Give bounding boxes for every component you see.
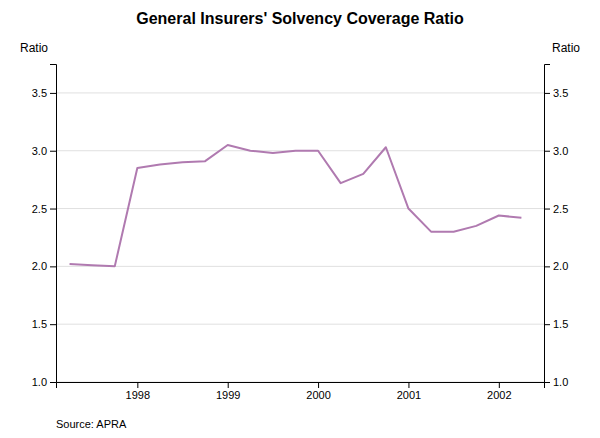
x-axis-tick-label: 1999	[216, 389, 240, 401]
x-axis: 1998 1999 2000 2001 2002	[57, 382, 545, 401]
y-axis-tick-label: 2.0	[32, 260, 47, 272]
chart-title: General Insurers' Solvency Coverage Rati…	[136, 10, 464, 27]
x-axis-line	[57, 383, 545, 389]
plot-area: 199819992000200120021.01.52.02.53.03.51.…	[32, 65, 569, 401]
y2-axis-label: Ratio	[552, 41, 580, 55]
y2-axis-tick-label: 1.5	[553, 318, 568, 330]
y-axis-tick: 3.0	[32, 145, 56, 157]
y2-axis-tick: 2.0	[544, 260, 568, 272]
y2-axis-tick-mark	[544, 324, 550, 325]
y2-axis-tick: 2.5	[544, 203, 568, 215]
y2-axis-tick: 3.0	[544, 145, 568, 157]
y2-axis-tick-label: 3.5	[553, 87, 568, 99]
y2-axis-tick-label: 2.0	[553, 260, 568, 272]
x-axis-tick-mark	[228, 382, 229, 388]
y-axis-label: Ratio	[20, 41, 48, 55]
y-axis-tick-label: 3.5	[32, 87, 47, 99]
data-line	[70, 145, 522, 266]
y-axis-tick: 1.0	[32, 376, 56, 388]
chart-container: 199819992000200120021.01.52.02.53.03.51.…	[0, 0, 600, 438]
x-axis-tick-label: 2002	[487, 389, 511, 401]
grid-line	[56, 324, 544, 325]
y-axis-tick-mark	[50, 209, 56, 210]
y2-axis-tick-mark	[544, 266, 550, 267]
y2-axis-tick-mark	[544, 209, 550, 210]
chart-svg: 199819992000200120021.01.52.02.53.03.51.…	[0, 0, 600, 438]
y2-axis-tick-label: 2.5	[553, 203, 568, 215]
x-axis-tick-mark	[408, 382, 409, 388]
y-axis-tick-label: 1.5	[32, 318, 47, 330]
grid	[56, 93, 544, 382]
x-axis-tick-mark	[318, 382, 319, 388]
y-axis-tick-mark	[50, 93, 56, 94]
y2-axis-tick-mark	[544, 382, 550, 383]
y2-axis-tick-mark	[544, 151, 550, 152]
y2-axis-tick-mark	[544, 93, 550, 94]
x-axis-tick: 2000	[306, 382, 330, 401]
x-axis-tick: 2001	[397, 382, 421, 401]
y-axis-tick-mark	[50, 266, 56, 267]
y2-axis-tick: 3.5	[544, 87, 568, 99]
y2-axis-tick: 1.0	[544, 376, 568, 388]
grid-line	[56, 266, 544, 267]
y-axis: 1.0 1.5 2.0 2.5 3.0 3.5	[32, 65, 57, 389]
x-axis-tick-label: 2000	[306, 389, 330, 401]
y-axis-tick-label: 2.5	[32, 203, 47, 215]
grid-line	[56, 92, 544, 93]
x-axis-tick-mark	[137, 382, 138, 388]
y-axis-line	[50, 65, 57, 383]
y2-axis-tick-label: 1.0	[553, 376, 568, 388]
y-axis-tick: 2.0	[32, 260, 56, 272]
y-axis-tick-mark	[50, 382, 56, 383]
x-axis-tick-mark	[499, 382, 500, 388]
x-axis-tick: 1999	[216, 382, 240, 401]
y2-axis-line	[545, 65, 551, 383]
x-axis-tick-label: 1998	[126, 389, 150, 401]
y2-axis: 1.0 1.5 2.0 2.5 3.0 3.5	[544, 65, 568, 389]
x-axis-tick: 1998	[126, 382, 150, 401]
y-axis-tick: 1.5	[32, 318, 56, 330]
y-axis-tick-mark	[50, 324, 56, 325]
y-axis-tick-label: 1.0	[32, 376, 47, 388]
y-axis-tick: 2.5	[32, 203, 56, 215]
y-axis-tick-mark	[50, 151, 56, 152]
y2-axis-tick-label: 3.0	[553, 145, 568, 157]
x-axis-tick: 2002	[487, 382, 511, 401]
y2-axis-tick: 1.5	[544, 318, 568, 330]
source-note: Source: APRA	[56, 418, 127, 430]
x-axis-tick-label: 2001	[397, 389, 421, 401]
marks	[70, 145, 522, 266]
grid-line	[56, 208, 544, 209]
y-axis-tick-label: 3.0	[32, 145, 47, 157]
y-axis-tick: 3.5	[32, 87, 56, 99]
